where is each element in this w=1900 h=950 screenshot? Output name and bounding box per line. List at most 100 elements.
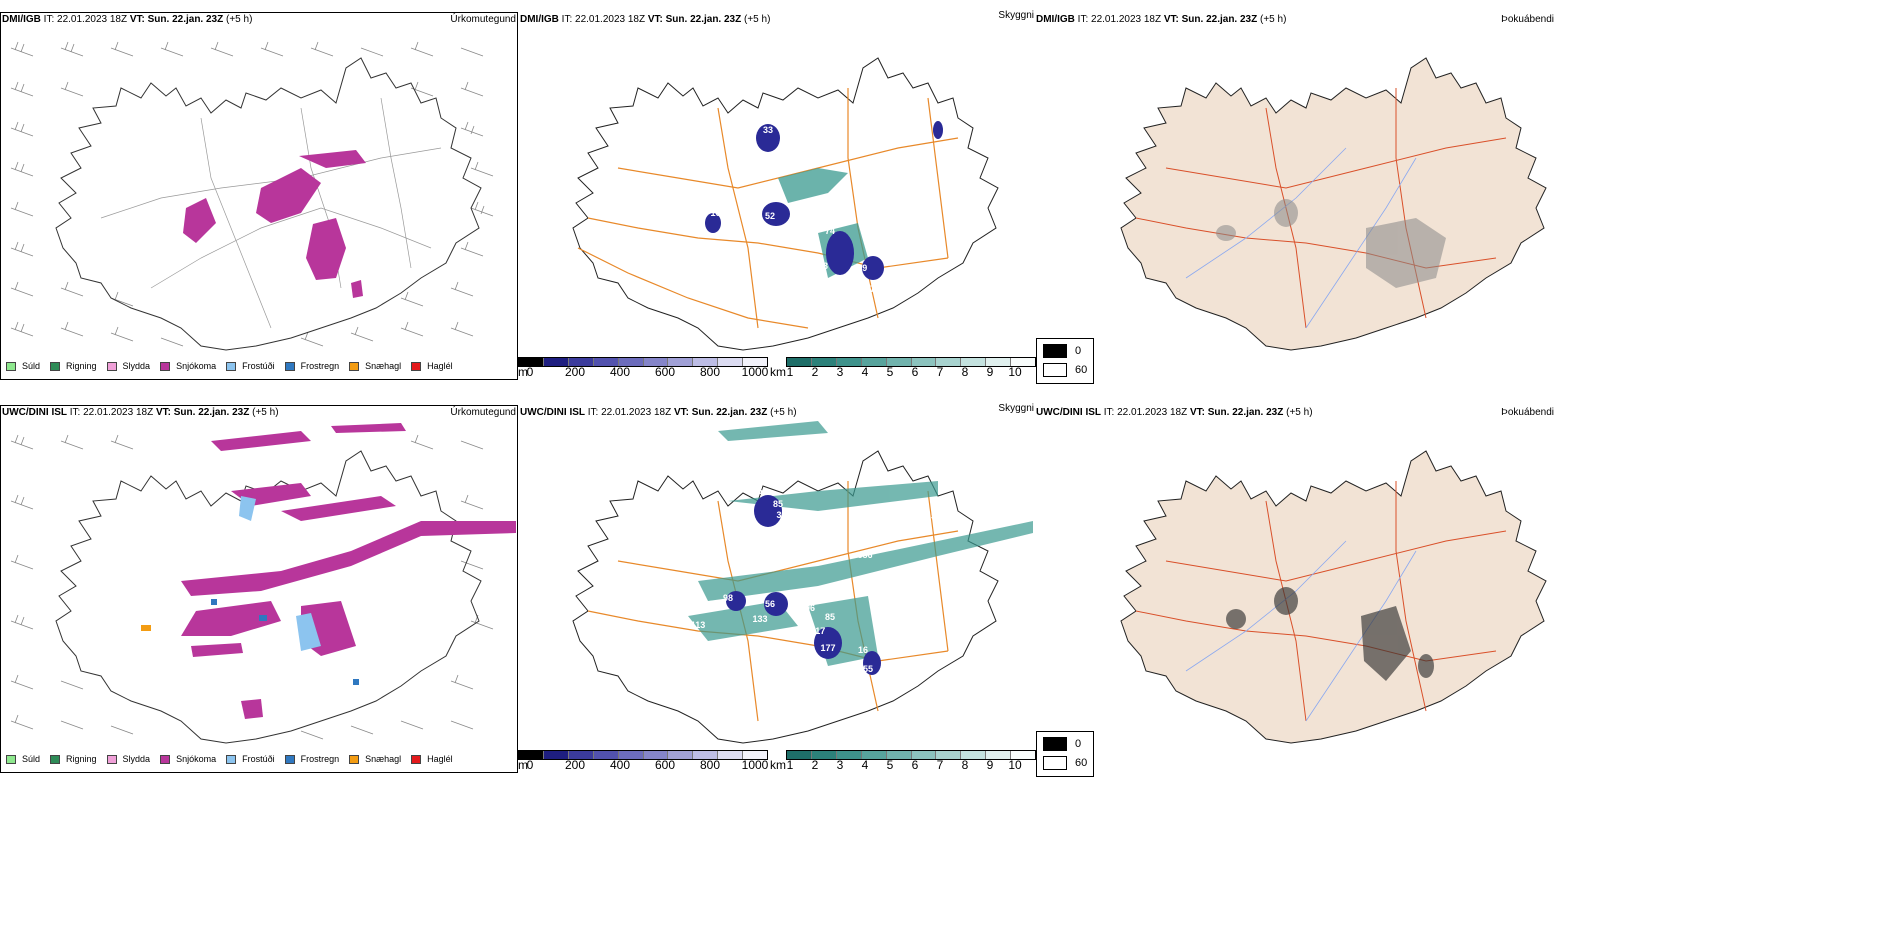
visibility-panel-bottom: UWC/DINI ISL IT: 22.01.2023 18Z VT: Sun.… xyxy=(518,403,1036,773)
panel-header: DMI/IGB IT: 22.01.2023 18Z VT: Sun. 22.j… xyxy=(2,12,518,28)
model-name: DMI/IGB xyxy=(2,14,41,25)
legend-item: Snjókoma xyxy=(160,754,216,764)
visibility-value-label: 74 xyxy=(825,226,835,236)
panel-header: UWC/DINI ISL IT: 22.01.2023 18Z VT: Sun.… xyxy=(2,405,518,421)
legend-item: Slydda xyxy=(106,361,151,371)
legend-label: Súld xyxy=(22,754,41,764)
model-name: UWC/DINI ISL xyxy=(2,407,67,418)
visibility-value-label: 56 xyxy=(765,599,775,609)
legend-label: Snæhagl xyxy=(365,361,402,371)
tick-label: 1 xyxy=(786,365,794,379)
visibility-value-label: 252 xyxy=(752,486,767,496)
tick-label: 4 xyxy=(861,365,869,379)
tick-label: 0 xyxy=(526,758,534,772)
visibility-value-label: 55 xyxy=(863,664,873,674)
legend-swatch xyxy=(349,754,360,764)
panel-title: Þokuábendi xyxy=(1501,407,1554,418)
visibility-value-label: 32 xyxy=(931,511,941,521)
tick-label: 9 xyxy=(986,758,994,772)
visibility-colorbar-km xyxy=(786,750,1036,760)
tick-label: 2 xyxy=(811,365,819,379)
visibility-value-label: 107 xyxy=(710,208,725,218)
tick-label: 5 xyxy=(886,758,894,772)
precip-frame xyxy=(0,405,518,773)
legend-swatch xyxy=(6,361,16,371)
legend-swatch xyxy=(226,754,237,764)
legend-label: Rigning xyxy=(66,754,97,764)
legend-item: Frostúði xyxy=(226,754,275,764)
precip-panel-bottom: UWC/DINI ISL IT: 22.01.2023 18Z VT: Sun.… xyxy=(0,405,518,773)
tick-label: 2 xyxy=(811,758,819,772)
tick-label: 3 xyxy=(836,758,844,772)
legend-item: Frostúði xyxy=(226,361,275,371)
legend-label: Snjókoma xyxy=(176,754,217,764)
legend-swatch xyxy=(226,361,237,371)
visibility-value-label: 36 xyxy=(738,708,748,718)
panel-header: DMI/IGB IT: 22.01.2023 18Z VT: Sun. 22.j… xyxy=(520,10,1034,25)
tick-label: 4 xyxy=(861,758,869,772)
dark-low-vis xyxy=(705,121,943,280)
legend-swatch xyxy=(160,361,171,371)
panel-header: UWC/DINI ISL IT: 22.01.2023 18Z VT: Sun.… xyxy=(1036,405,1556,421)
legend-swatch xyxy=(106,361,117,371)
tick-label: 200 xyxy=(564,758,586,772)
tick-label: 6 xyxy=(911,365,919,379)
tick-label: 800 xyxy=(699,758,721,772)
tick-label: 3 xyxy=(836,365,844,379)
legend-swatch xyxy=(6,754,16,764)
precip-legend: Súld Rigning Slydda Snjókoma Frostúði Frostre… xyxy=(6,751,463,767)
legend-swatch xyxy=(349,361,360,371)
legend-label: Frostúði xyxy=(242,754,275,764)
visibility-value-label: 52 xyxy=(765,211,775,221)
tick-label: 10 xyxy=(1008,758,1022,772)
tick-label: 7 xyxy=(936,365,944,379)
fog-panel-top: DMI/IGB IT: 22.01.2023 18Z VT: Sun. 22.j… xyxy=(1036,12,1556,384)
fog-map xyxy=(1120,57,1547,351)
model-name: DMI/IGB xyxy=(1036,14,1075,25)
km-unit: km xyxy=(770,758,786,772)
legend-label: Haglél xyxy=(427,754,453,764)
legend-swatch xyxy=(411,754,422,764)
precip-panel-top: DMI/IGB IT: 22.01.2023 18Z VT: Sun. 22.j… xyxy=(0,12,518,380)
legend-label: Slydda xyxy=(122,361,151,371)
precip-legend: Súld Rigning Slydda Snjókoma Frostúði Frostre… xyxy=(6,358,463,374)
visibility-value-label: 96 xyxy=(805,603,815,613)
visibility-value-label: 85 xyxy=(825,612,835,622)
fog-gray-areas xyxy=(1216,199,1446,288)
legend-swatch xyxy=(50,361,61,371)
legend-item: Frostregn xyxy=(284,754,340,764)
precip-map xyxy=(10,423,516,744)
visibility-value-label: 16 xyxy=(858,645,868,655)
visibility-value-label: 177 xyxy=(820,643,835,653)
legend-label: Haglél xyxy=(427,361,453,371)
legend-swatch xyxy=(50,754,61,764)
model-name: DMI/IGB xyxy=(520,14,559,25)
visibility-map: 107 52 74 23 119 57 90 33 xyxy=(572,57,999,351)
tick-label: 1 xyxy=(786,758,794,772)
legend-swatch xyxy=(160,754,171,764)
tick-label: 0 xyxy=(526,365,534,379)
legend-item: Frostregn xyxy=(284,361,340,371)
legend-swatch xyxy=(284,361,295,371)
tick-label: 800 xyxy=(699,365,721,379)
panel-title: Skyggni xyxy=(998,10,1034,21)
visibility-value-label: 331 xyxy=(776,510,791,520)
visibility-value-label: 133 xyxy=(752,614,767,624)
legend-label: Rigning xyxy=(66,361,97,371)
legend-item: Súld xyxy=(6,361,40,371)
legend-label: Frostregn xyxy=(300,754,340,764)
tick-label: 10 xyxy=(1008,365,1022,379)
panel-header: UWC/DINI ISL IT: 22.01.2023 18Z VT: Sun.… xyxy=(520,403,1034,418)
visibility-colorbar-km xyxy=(786,357,1036,367)
visibility-value-label: 586 xyxy=(857,550,872,560)
snow-areas xyxy=(183,150,366,298)
legend-item: Snæhagl xyxy=(349,754,401,764)
km-unit: km xyxy=(770,365,786,379)
legend-label: Frostregn xyxy=(300,361,340,371)
legend-label: Snjókoma xyxy=(176,361,217,371)
visibility-value-label: 119 xyxy=(853,263,868,273)
tick-label: 5 xyxy=(886,365,894,379)
m-unit: m xyxy=(518,758,528,772)
tick-label: 1000 xyxy=(741,758,769,772)
